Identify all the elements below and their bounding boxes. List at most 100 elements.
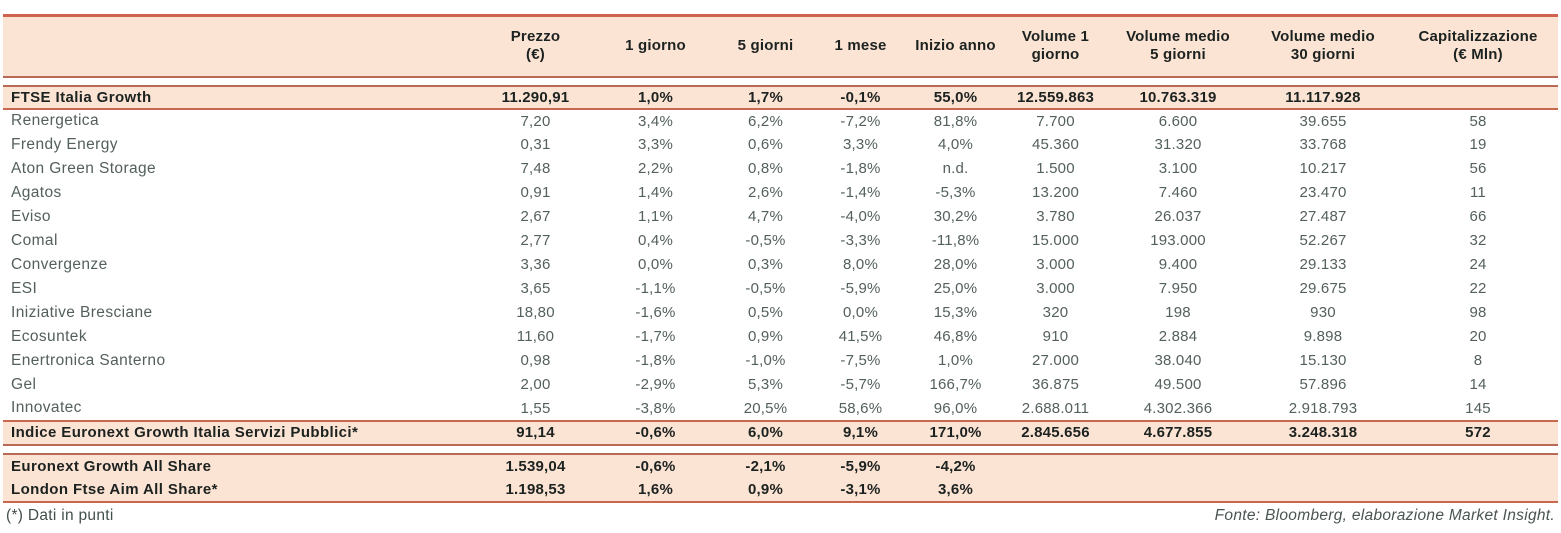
cell: n.d. [942,160,969,177]
cell: 1,4% [638,184,673,201]
cell: 39.655 [1299,112,1347,130]
cell: 0,4% [638,232,673,249]
cell: -1,8% [840,160,881,177]
row-label: Aton Green Storage [11,159,157,177]
row-label: Euronext Growth All Share [11,457,212,475]
table-row: Iniziative Bresciane 18,80 -1,6% 0,5% 0,0% 15… [3,300,1558,325]
cell: 0,0% [638,256,673,273]
column-header: 1 giorno [625,36,686,54]
cell: 58,6% [838,399,883,417]
cell: 7,20 [520,112,551,130]
cell: 38.040 [1154,352,1202,369]
cell: 198 [1165,304,1191,321]
row-label: Agatos [11,183,62,201]
cell [1398,86,1558,109]
table-row: Indice Euronext Growth Italia Servizi Pu… [3,420,1558,445]
cell: 1,1% [638,208,673,225]
cell: 193.000 [1150,232,1206,249]
cell: 2,6% [748,184,783,201]
cell: 58 [1469,112,1487,130]
cell: 1,55 [520,399,551,417]
cell: 0,6% [748,136,783,153]
cell: -0,6% [635,457,676,475]
row-label: London Ftse Aim All Share* [11,480,218,498]
cell: 3,65 [520,280,551,297]
row-label: Iniziative Bresciane [11,303,153,321]
cell: 13.200 [1031,184,1080,201]
cell [1398,454,1558,478]
cell: 10.763.319 [1139,88,1217,106]
cell: 11,60 [516,328,555,345]
cell: 0,8% [748,160,783,177]
cell: 9,1% [843,424,878,441]
cell: 15.000 [1031,232,1080,249]
cell: 320 [1042,304,1069,321]
cell: 0,98 [520,352,551,369]
cell: -5,7% [840,376,881,393]
cell: 4.677.855 [1143,424,1213,441]
cell: -1,8% [635,352,676,369]
cell: 31.320 [1154,136,1202,153]
row-label: Ecosuntek [11,327,87,345]
table-row: ESI 3,65 -1,1% -0,5% -5,9% 25,0% 3.000 7.950 29.… [3,276,1558,301]
cell: 49.500 [1154,376,1202,393]
cell: 3.248.318 [1288,424,1358,441]
cell: 7.700 [1036,112,1075,130]
cell: 3,3% [638,136,673,153]
cell: -1,6% [635,304,676,321]
cell: 0,0% [843,304,878,321]
cell: 98 [1469,304,1487,321]
source-attribution: Fonte: Bloomberg, elaborazione Market In… [1214,506,1555,524]
cell: 10.217 [1299,160,1347,177]
table-row: Eviso 2,67 1,1% 4,7% -4,0% 30,2% 3.780 26.037 27… [3,204,1558,229]
cell [1003,454,1108,478]
cell: 2,67 [520,208,551,225]
cell: 20 [1469,328,1487,345]
cell: 6.600 [1158,112,1198,130]
cell: 2,00 [520,376,551,393]
cell: 23.470 [1299,184,1347,201]
cell: 930 [1310,304,1336,321]
cell: 15.130 [1299,352,1347,369]
cell: 910 [1042,328,1069,345]
cell: 145 [1465,399,1491,417]
column-header: Capitalizzazione (€ Mln) [1418,27,1538,64]
section-divider [3,76,1558,86]
cell: 29.133 [1299,256,1347,273]
row-label: FTSE Italia Growth [11,88,152,106]
cell: -1,0% [745,352,786,369]
cell: 3.780 [1036,208,1075,225]
cell [1108,478,1248,502]
cell: -4,0% [840,208,881,225]
cell: 3.100 [1158,160,1198,177]
cell: 29.675 [1299,280,1347,297]
cell: 26.037 [1154,208,1202,225]
table-row: Innovatec 1,55 -3,8% 20,5% 58,6% 96,0% 2.688.0… [3,396,1558,421]
cell: 11 [1470,184,1486,201]
row-label: Renergetica [11,112,99,129]
cell: 1,0% [638,88,673,106]
cell: 66 [1469,208,1487,225]
section-divider [3,444,1558,454]
cell: 572 [1465,424,1491,441]
cell: -2,1% [745,457,786,475]
cell: 7.460 [1158,184,1198,201]
row-label: Gel [11,375,37,393]
cell: -11,8% [931,232,980,249]
cell: 4.302.366 [1143,399,1213,417]
cell: 171,0% [929,424,982,441]
cell: -1,1% [635,280,676,297]
cell: -1,4% [840,184,881,201]
column-header: Inizio anno [915,36,996,54]
cell: 6,2% [748,112,783,130]
cell: 46,8% [933,328,978,345]
cell: 27.487 [1299,208,1347,225]
cell: 2.918.793 [1288,399,1358,417]
cell: 8,0% [843,256,878,273]
row-label: Innovatec [11,399,82,416]
cell: 1.500 [1036,160,1075,177]
cell: 15,3% [933,304,978,321]
cell: -7,5% [840,352,881,369]
cell: 12.559.863 [1016,88,1095,106]
